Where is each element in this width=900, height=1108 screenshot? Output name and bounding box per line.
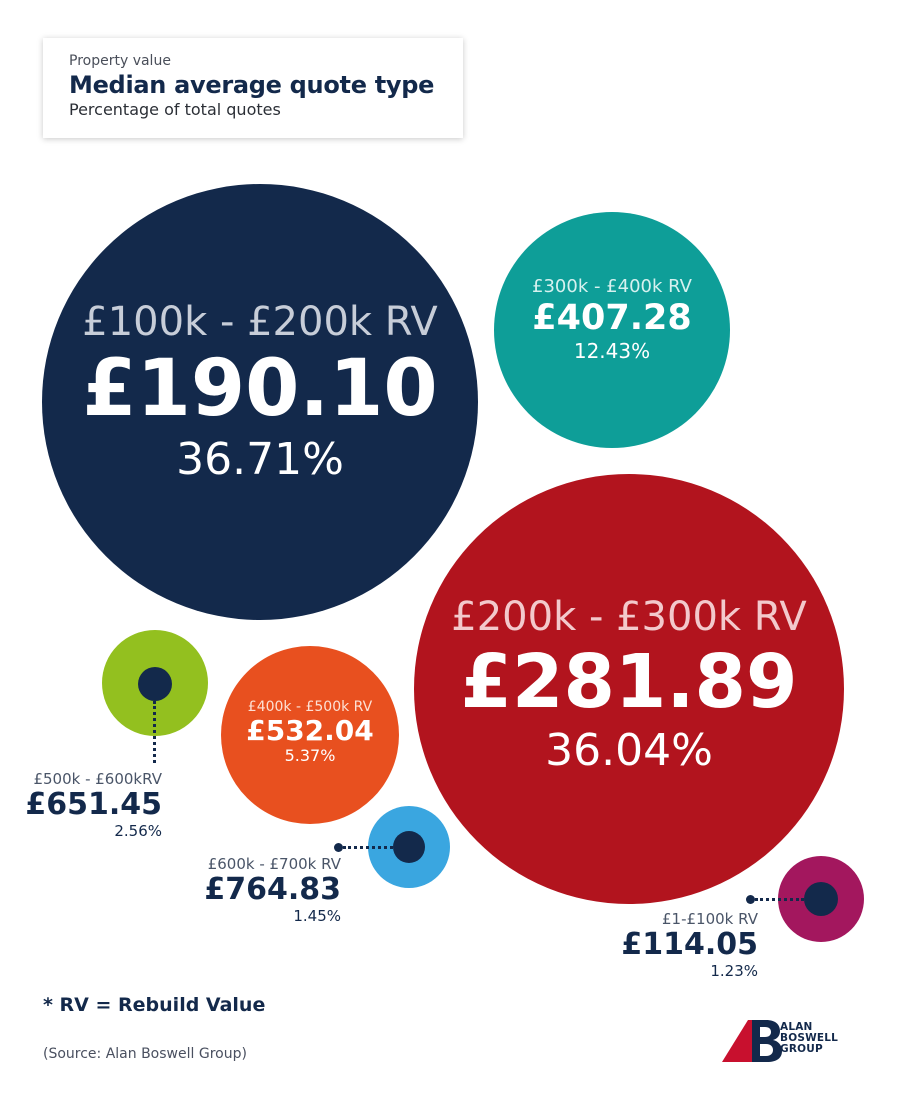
external-label-value: £651.45 — [25, 787, 162, 822]
leader-end-dot — [334, 843, 343, 852]
external-label-category: £500k - £600kRV — [33, 770, 162, 788]
bubble-300k-400k: £300k - £400k RV £407.28 12.43% — [494, 212, 730, 448]
bubble-100k-200k: £100k - £200k RV £190.10 36.71% — [42, 184, 478, 620]
leader-line — [755, 898, 804, 901]
leader-line — [343, 846, 393, 849]
alan-boswell-logo-icon — [722, 1020, 782, 1062]
logo-line-2: BOSWELL — [780, 1032, 839, 1044]
bubble-value: £281.89 — [460, 639, 798, 726]
external-label-percentage: 1.45% — [293, 907, 341, 925]
leader-end-dot — [746, 895, 755, 904]
bubble-400k-500k: £400k - £500k RV £532.04 5.37% — [221, 646, 399, 824]
bubble-marker-dot — [804, 882, 838, 916]
bubble-label: £400k - £500k RV — [247, 698, 373, 715]
bubble-label: £300k - £400k RV — [532, 276, 692, 298]
bubble-label: £100k - £200k RV — [82, 298, 438, 345]
bubble-marker-dot — [138, 667, 172, 701]
external-label-category: £600k - £700k RV — [207, 855, 341, 873]
bubble-label: £200k - £300k RV — [451, 594, 807, 641]
bubble-value: £190.10 — [82, 343, 438, 434]
bubble-value: £532.04 — [246, 714, 374, 748]
bubble-percentage: 36.04% — [545, 724, 713, 776]
title-card: Property value Median average quote type… — [43, 38, 463, 138]
source-note: (Source: Alan Boswell Group) — [43, 1046, 247, 1062]
external-label-1-100k: £1-£100k RV £114.05 1.23% — [621, 910, 758, 980]
external-label-600k-700k: £600k - £700k RV £764.83 1.45% — [204, 855, 341, 925]
bubble-200k-300k: £200k - £300k RV £281.89 36.04% — [414, 474, 844, 904]
external-label-category: £1-£100k RV — [662, 910, 758, 928]
logo-wordmark: ALAN BOSWELL GROUP — [780, 1022, 838, 1055]
external-label-value: £114.05 — [621, 927, 758, 962]
external-label-percentage: 2.56% — [114, 822, 162, 840]
bubble-percentage: 5.37% — [284, 745, 336, 765]
footnote-rv: * RV = Rebuild Value — [43, 994, 266, 1016]
bubble-value: £407.28 — [532, 298, 692, 339]
chart-eyebrow: Property value — [69, 53, 171, 69]
logo-line-1: ALAN — [780, 1021, 813, 1033]
chart-title: Median average quote type — [69, 71, 435, 99]
bubble-marker-dot — [393, 831, 425, 863]
bubble-percentage: 12.43% — [573, 338, 651, 363]
leader-line — [153, 701, 156, 763]
external-label-500k-600k: £500k - £600kRV £651.45 2.56% — [25, 770, 162, 840]
bubble-percentage: 36.71% — [176, 433, 344, 485]
chart-subtitle: Percentage of total quotes — [69, 100, 281, 119]
external-label-percentage: 1.23% — [710, 962, 758, 980]
logo-line-3: GROUP — [780, 1043, 823, 1055]
external-label-value: £764.83 — [204, 872, 341, 907]
